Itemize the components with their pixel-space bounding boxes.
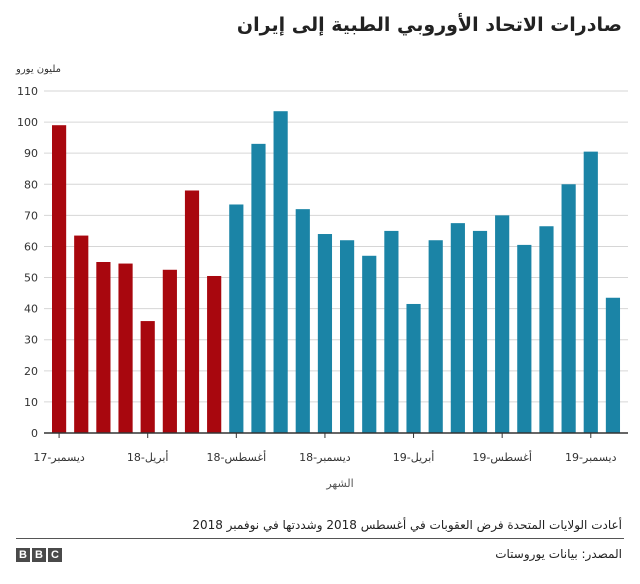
y-tick-label: 80 [24, 178, 38, 191]
y-tick-label: 60 [24, 240, 38, 253]
y-axis-ticks: 0 10 20 30 40 50 60 70 80 90 100 110 [17, 85, 38, 440]
footer-divider [16, 538, 624, 539]
bar [229, 204, 244, 433]
y-tick-label: 10 [24, 396, 38, 409]
bar [74, 235, 89, 433]
bar-chart: 0 10 20 30 40 50 60 70 80 90 100 110 ديسمبر-17 أبريل… [17, 85, 628, 490]
bar [517, 244, 532, 433]
y-tick-label: 0 [31, 427, 38, 440]
bbc-logo-letter: B [16, 548, 30, 562]
y-tick-label: 100 [17, 116, 38, 129]
sanctions-note: أعادت الولايات المتحدة فرض العقوبات في أ… [192, 518, 622, 532]
x-tick-label: ديسمبر-19 [565, 451, 617, 464]
bbc-logo-letter: C [48, 548, 62, 562]
bar [162, 269, 177, 433]
bar [428, 240, 443, 433]
bar [273, 111, 288, 433]
y-tick-label: 110 [17, 85, 38, 98]
x-tick-label: أبريل-19 [393, 450, 435, 464]
bar [207, 275, 222, 433]
bars [52, 111, 621, 434]
bar [583, 151, 598, 434]
bbc-logo-letter: B [32, 548, 46, 562]
x-axis-ticks: ديسمبر-17 أبريل-18 أغسطس-18 ديسمبر-18 أبريل-… [33, 433, 617, 464]
x-tick-label: ديسمبر-18 [299, 451, 351, 464]
y-tick-label: 50 [24, 272, 38, 285]
bar [118, 263, 133, 433]
bar [96, 262, 111, 433]
bar [495, 215, 510, 433]
bar [605, 297, 621, 433]
bar [251, 143, 266, 433]
bar [340, 240, 355, 433]
bar [52, 125, 67, 433]
y-tick-label: 20 [24, 365, 38, 378]
y-axis-unit-label: مليون يورو [16, 64, 61, 75]
y-tick-label: 30 [24, 334, 38, 347]
bar [384, 230, 399, 433]
x-tick-label: ديسمبر-17 [33, 451, 85, 464]
bar [406, 303, 421, 433]
bar [184, 190, 200, 433]
x-tick-label: أبريل-18 [127, 450, 169, 464]
bar [472, 230, 488, 433]
y-tick-label: 70 [24, 209, 38, 222]
bar [317, 234, 333, 433]
bar [140, 321, 155, 433]
bar [362, 255, 377, 433]
x-tick-label: أغسطس-19 [472, 450, 532, 464]
bar [450, 223, 465, 433]
bar [295, 209, 310, 433]
y-tick-label: 90 [24, 147, 38, 160]
x-tick-label: أغسطس-18 [206, 450, 266, 464]
source-text: المصدر: بيانات يوروستات [495, 547, 622, 561]
y-tick-label: 40 [24, 303, 38, 316]
chart-title: صادرات الاتحاد الأوروبي الطبية إلى إيران [236, 14, 622, 36]
x-axis-title: الشهر [325, 477, 353, 490]
bar [539, 226, 554, 433]
bbc-logo: B B C [16, 548, 62, 562]
bar [561, 184, 576, 433]
